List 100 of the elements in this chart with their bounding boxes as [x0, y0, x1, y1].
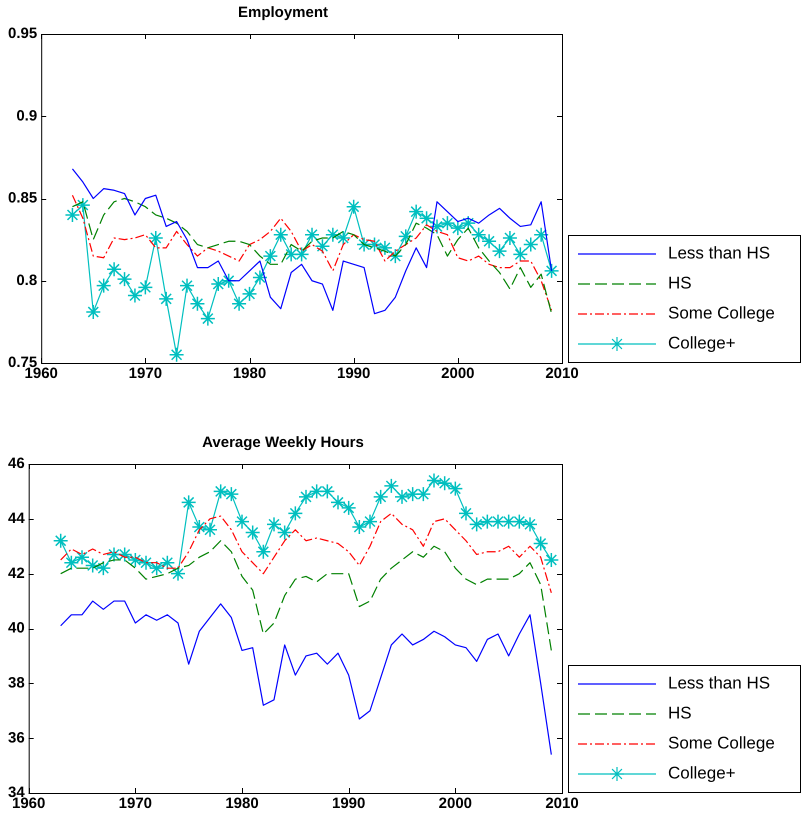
x-tick-label: 2000	[441, 365, 475, 382]
point	[450, 220, 466, 236]
point	[325, 226, 341, 242]
point	[180, 494, 196, 510]
point	[523, 236, 538, 252]
y-tick-label: 36	[8, 729, 25, 746]
x-tick-label: 1970	[128, 365, 162, 382]
point	[408, 204, 424, 220]
point	[308, 484, 324, 500]
x-tick-label: 1980	[232, 365, 266, 382]
legend-label: Less than HS	[668, 244, 770, 263]
point	[544, 263, 560, 279]
point	[500, 514, 516, 530]
point	[283, 246, 299, 262]
point	[170, 566, 186, 582]
y-tick-label: 0.85	[8, 190, 38, 207]
point	[266, 516, 282, 532]
x-tick-label: 2010	[545, 795, 579, 812]
point	[64, 554, 80, 570]
point	[84, 558, 100, 574]
point	[502, 230, 518, 246]
y-tick-label: 0.8	[16, 272, 38, 289]
point	[86, 304, 102, 320]
point	[168, 347, 184, 363]
chart-title: Employment	[238, 4, 328, 22]
point	[404, 486, 420, 502]
point	[418, 210, 434, 226]
legend-label: Some College	[668, 734, 775, 753]
point	[377, 240, 393, 256]
point	[398, 228, 414, 244]
point	[234, 514, 250, 530]
point	[352, 519, 368, 535]
point	[138, 554, 154, 570]
point	[148, 560, 164, 576]
point	[242, 286, 258, 302]
point	[116, 271, 132, 287]
point	[544, 552, 560, 568]
point	[244, 524, 260, 540]
point	[366, 236, 382, 252]
point	[192, 519, 208, 535]
point	[336, 230, 352, 246]
line-series	[60, 512, 552, 594]
point	[190, 296, 206, 312]
x-tick-label: 1970	[118, 795, 152, 812]
point	[458, 506, 474, 522]
x-tick-label: 1990	[332, 795, 366, 812]
y-tick-label: 42	[8, 564, 25, 582]
point	[416, 486, 432, 502]
point	[314, 238, 330, 254]
point	[179, 278, 195, 294]
point	[75, 197, 91, 213]
point	[346, 198, 362, 214]
point	[512, 246, 528, 262]
point	[304, 226, 320, 242]
x-tick-label: 2000	[438, 795, 472, 812]
x-tick-label: 1990	[336, 365, 370, 382]
point	[74, 549, 90, 565]
point	[262, 248, 278, 264]
point	[273, 226, 289, 242]
legend-label: Some College	[668, 304, 775, 323]
legend-label: College+	[668, 334, 736, 353]
legend-label: HS	[668, 274, 692, 293]
point	[294, 246, 310, 262]
point	[492, 243, 508, 259]
point	[490, 514, 506, 530]
y-tick-label: 40	[8, 620, 25, 637]
point	[481, 234, 497, 250]
point	[64, 207, 80, 223]
point	[394, 489, 410, 505]
point	[426, 472, 442, 488]
y-tick-label: 46	[8, 455, 25, 472]
point	[224, 486, 240, 502]
point	[220, 273, 236, 288]
point	[532, 536, 548, 552]
point	[200, 310, 216, 326]
point	[470, 226, 486, 242]
point	[212, 484, 228, 500]
y-tick-label: 0.9	[16, 107, 38, 124]
point	[128, 552, 144, 568]
point	[512, 514, 528, 530]
point	[160, 554, 176, 570]
point	[52, 533, 68, 549]
legend-label: HS	[668, 704, 692, 723]
chart-title: Average Weekly Hours	[202, 434, 364, 452]
point	[372, 489, 388, 505]
point	[440, 215, 456, 231]
point	[436, 475, 452, 491]
point	[320, 484, 336, 500]
point	[210, 276, 226, 292]
legend-label: College+	[668, 764, 736, 783]
point	[276, 524, 292, 540]
line-series	[60, 540, 552, 652]
point	[106, 261, 122, 277]
y-tick-label: 44	[8, 510, 26, 527]
point	[384, 478, 400, 494]
point	[448, 480, 464, 496]
x-tick-label: 1980	[225, 795, 259, 812]
point	[429, 218, 445, 234]
point	[127, 288, 143, 304]
point	[340, 500, 356, 516]
